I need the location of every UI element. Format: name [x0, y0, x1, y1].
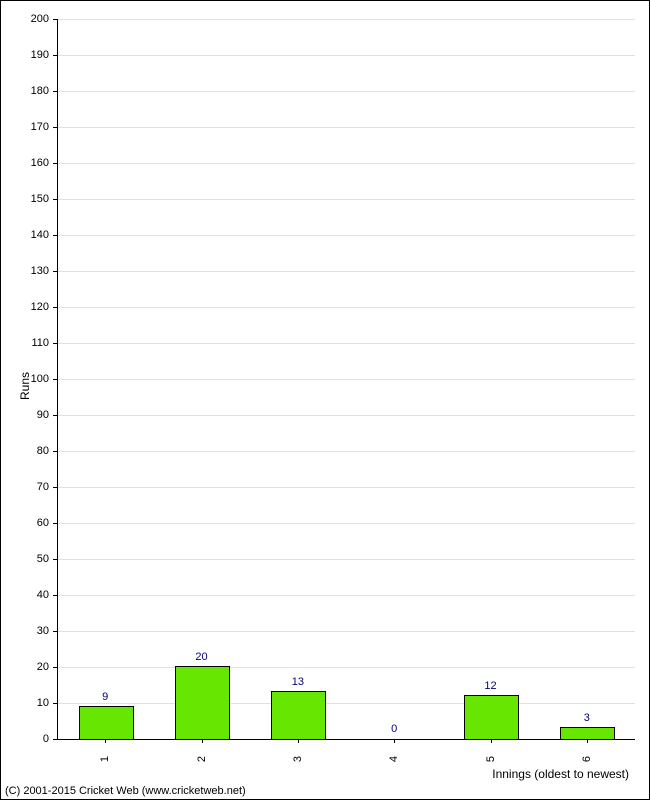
ytick-label: 10 [37, 697, 49, 709]
bar-value-label: 13 [292, 676, 304, 688]
gridline [57, 19, 635, 20]
gridline [57, 379, 635, 380]
gridline [57, 127, 635, 128]
x-axis-line [57, 739, 635, 740]
gridline [57, 451, 635, 452]
gridline [57, 199, 635, 200]
gridline [57, 703, 635, 704]
ytick-label: 170 [31, 121, 49, 133]
ytick-label: 90 [37, 409, 49, 421]
bar-value-label: 3 [584, 712, 590, 724]
ytick-label: 110 [31, 337, 49, 349]
bar [79, 706, 134, 739]
plot-area: 9 20 13 0 12 3 [57, 19, 635, 739]
gridline [57, 667, 635, 668]
gridline [57, 55, 635, 56]
ytick-label: 200 [31, 13, 49, 25]
copyright-text: (C) 2001-2015 Cricket Web (www.cricketwe… [5, 785, 246, 797]
gridline [57, 523, 635, 524]
gridline [57, 163, 635, 164]
bar [175, 666, 230, 739]
gridline [57, 91, 635, 92]
ytick-label: 80 [37, 445, 49, 457]
y-axis-line [57, 19, 58, 739]
chart-container: 920130123 010203040506070809010011012013… [0, 0, 650, 800]
gridline [57, 343, 635, 344]
bar [464, 695, 519, 739]
ytick-label: 150 [31, 193, 49, 205]
ytick-label: 40 [37, 589, 49, 601]
ytick-label: 160 [31, 157, 49, 169]
gridline [57, 487, 635, 488]
y-axis-label: Runs [18, 372, 32, 400]
gridline [57, 595, 635, 596]
bar-value-label: 20 [195, 651, 207, 663]
xtick-label: 6 [581, 756, 593, 762]
x-axis-label: Innings (oldest to newest) [492, 767, 629, 781]
xtick-label: 3 [292, 756, 304, 762]
bar [271, 691, 326, 739]
bar-value-label: 12 [484, 680, 496, 692]
ytick-label: 50 [37, 553, 49, 565]
xtick-label: 1 [99, 756, 111, 762]
ytick-label: 180 [31, 85, 49, 97]
gridline [57, 271, 635, 272]
ytick-label: 120 [31, 301, 49, 313]
xtick-label: 2 [196, 756, 208, 762]
bar-value-label: 9 [102, 691, 108, 703]
gridline [57, 631, 635, 632]
bar [560, 727, 615, 739]
ytick-label: 30 [37, 625, 49, 637]
xtick-label: 4 [388, 756, 400, 762]
ytick-label: 100 [31, 373, 49, 385]
gridline [57, 235, 635, 236]
bar-value-label: 0 [391, 723, 397, 735]
ytick-label: 0 [43, 733, 49, 745]
ytick-label: 60 [37, 517, 49, 529]
ytick-label: 140 [31, 229, 49, 241]
gridline [57, 415, 635, 416]
ytick-label: 20 [37, 661, 49, 673]
ytick-label: 130 [31, 265, 49, 277]
ytick-label: 190 [31, 49, 49, 61]
gridline [57, 307, 635, 308]
ytick-label: 70 [37, 481, 49, 493]
xtick-label: 5 [485, 756, 497, 762]
gridline [57, 559, 635, 560]
